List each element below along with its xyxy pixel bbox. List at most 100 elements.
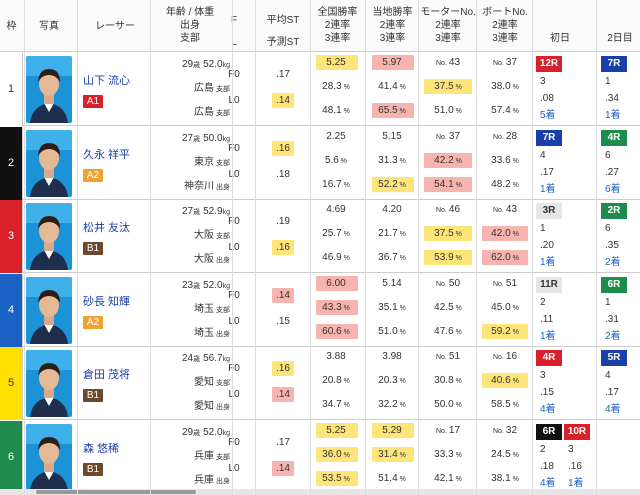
column-divider	[150, 0, 151, 495]
motor-highlight	[424, 176, 472, 192]
age-weight: 23歳 52.0kg	[150, 276, 230, 296]
racer-portrait-icon	[26, 203, 72, 270]
motor-number: No. 37	[418, 127, 478, 147]
racer-portrait-icon	[26, 350, 72, 417]
origin-suffix: 出身	[216, 183, 230, 191]
st-highlight	[272, 240, 294, 255]
race-place-link[interactable]: 5着	[540, 110, 556, 121]
race-place-link[interactable]: 1着	[568, 477, 584, 489]
origin-name: 兵庫	[194, 474, 214, 486]
race-value: .27	[605, 166, 619, 178]
loc-stat-1-value: 41.4	[378, 81, 398, 92]
column-divider	[365, 0, 366, 495]
loc-stat-2-value: 51.0	[378, 325, 398, 337]
racer-row[interactable]: 6 森 悠稀 B1 29歳 52.0kg 兵庫 支部 兵庫 出身 F0 L0.17.14 5.25 3…	[0, 420, 640, 494]
l-count: L0	[228, 242, 240, 253]
race-place-link[interactable]: 1着	[540, 183, 556, 195]
racer-photo[interactable]	[26, 203, 72, 270]
racer-row[interactable]: 2 久永 祥平 A2 27歳 50.0kg 東京 支部 神奈川 出身 F0 L0 .16 .18 2.2…	[0, 126, 640, 200]
racer-row[interactable]: 4 砂長 知輝 A2 23歳 52.0kg 埼玉 支部 埼玉 出身 F0 L0.14.15 6.00…	[0, 273, 640, 347]
racer-name[interactable]: 松井 友汰	[83, 222, 131, 234]
race-badge[interactable]: 4R	[601, 129, 627, 146]
loc-stat-1-unit: %	[397, 84, 406, 91]
stat-highlight	[316, 470, 358, 486]
race-badge[interactable]: 7R	[536, 129, 562, 146]
motor-stat-0: 42.5 %	[420, 298, 476, 318]
race-place-link[interactable]: 4着	[605, 404, 621, 415]
race-value: 3	[540, 370, 546, 381]
race-place-link[interactable]: 6着	[605, 183, 621, 195]
nat-stat-2: 34.7 %	[312, 395, 360, 415]
nat-stat-2-unit: %	[341, 328, 350, 336]
nat-stat-2-value: 16.7	[322, 178, 342, 190]
racer-name[interactable]: 山下 流心	[83, 75, 131, 87]
race-badge[interactable]: 3R	[536, 203, 562, 219]
loc-stat-1-value: 35.1	[378, 301, 398, 313]
boat-stat-1-unit: %	[510, 402, 519, 409]
boat-no-prefix: No.	[492, 354, 504, 361]
motor-no-prefix: No.	[435, 133, 447, 141]
avg-st: .14	[276, 289, 290, 301]
race-place-link[interactable]: 1着	[540, 330, 556, 342]
race-badge[interactable]: 6R	[601, 276, 627, 293]
age: 27	[182, 206, 194, 217]
motor-stat-0: 37.5 %	[420, 77, 476, 97]
race-badge[interactable]: 12R	[536, 56, 562, 72]
racer-name[interactable]: 倉田 茂将	[83, 369, 131, 381]
race-place-link[interactable]: 2着	[605, 330, 621, 342]
race-place-link[interactable]: 1着	[605, 110, 621, 121]
waku-number: 2	[0, 126, 23, 200]
racer-name[interactable]: 森 悠稀	[83, 442, 120, 455]
boat-no: 28	[505, 130, 518, 142]
racer-photo[interactable]	[26, 350, 72, 417]
nat-stat-0: 2.25	[312, 127, 360, 147]
boat-no: 32	[505, 424, 518, 436]
racer-name[interactable]: 久永 祥平	[83, 148, 131, 161]
race-badge[interactable]: 10R	[564, 423, 590, 440]
home-suffix: 支部	[216, 380, 230, 387]
stat-highlight	[372, 103, 414, 118]
origin: 大阪 出身	[150, 250, 230, 270]
boat-no-prefix: No.	[492, 60, 504, 67]
race-badge[interactable]: 7R	[601, 56, 627, 72]
race-place-link[interactable]: 4着	[540, 404, 556, 415]
race-badge[interactable]: 11R	[536, 276, 562, 293]
racer-row[interactable]: 5 倉田 茂将 B1 24歳 56.7kg 愛知 支部 愛知 出身 F0 L0.16.14 3.88…	[0, 347, 640, 420]
age-unit: 歳	[193, 209, 201, 216]
racer-photo[interactable]	[26, 423, 72, 491]
racer-photo[interactable]	[26, 276, 72, 344]
horizontal-scrollbar[interactable]	[0, 489, 640, 495]
home-branch: 兵庫 支部	[150, 447, 230, 467]
racer-row[interactable]: 1 山下 流心 A1 29歳 52.0kg 広島 支部 広島 支部 F0 L0.17.14 5.25…	[0, 53, 640, 126]
race-place-link[interactable]: 1着	[540, 257, 556, 268]
race-place-link[interactable]: 2着	[605, 257, 621, 268]
home-branch: 埼玉 支部	[150, 300, 230, 320]
loc-stat-2: 51.4 %	[368, 469, 416, 489]
race-badge[interactable]: 4R	[536, 350, 562, 366]
motor-stat-0-unit: %	[453, 304, 462, 312]
racer-photo[interactable]	[26, 56, 72, 123]
boat-stat-0: 24.5 %	[478, 445, 532, 465]
nat-stat-2-value: 48.1	[322, 105, 342, 116]
racer-row[interactable]: 3 松井 友汰 B1 27歳 52.9kg 大阪 支部 大阪 出身 F0 L0.19.16 4.69…	[0, 200, 640, 273]
loc-stat-1-unit: %	[397, 304, 406, 312]
motor-stat-1: 50.0 %	[420, 395, 476, 415]
boat-no-prefix: No.	[492, 207, 504, 214]
motor-stat-0: 33.3 %	[420, 445, 476, 465]
race-place-link[interactable]: 4着	[540, 477, 556, 489]
nat-stat-2-unit: %	[341, 475, 350, 483]
race-badge[interactable]: 5R	[601, 350, 627, 366]
loc-stat-1: 41.4 %	[368, 77, 416, 97]
race-value: 6	[605, 223, 611, 234]
weight-unit: kg	[222, 282, 230, 290]
loc-stat-2-unit: %	[397, 328, 406, 336]
race-badge[interactable]: 2R	[601, 203, 627, 219]
racer-name[interactable]: 砂長 知輝	[83, 295, 131, 308]
nat-stat-1-unit: %	[341, 304, 350, 312]
origin-name: 埼玉	[194, 327, 214, 339]
race-badge[interactable]: 6R	[536, 423, 562, 440]
motor-stat-0: 37.5 %	[420, 224, 476, 244]
scrollbar-thumb[interactable]	[36, 490, 196, 494]
weight-unit: kg	[222, 209, 230, 216]
racer-photo[interactable]	[26, 129, 72, 197]
